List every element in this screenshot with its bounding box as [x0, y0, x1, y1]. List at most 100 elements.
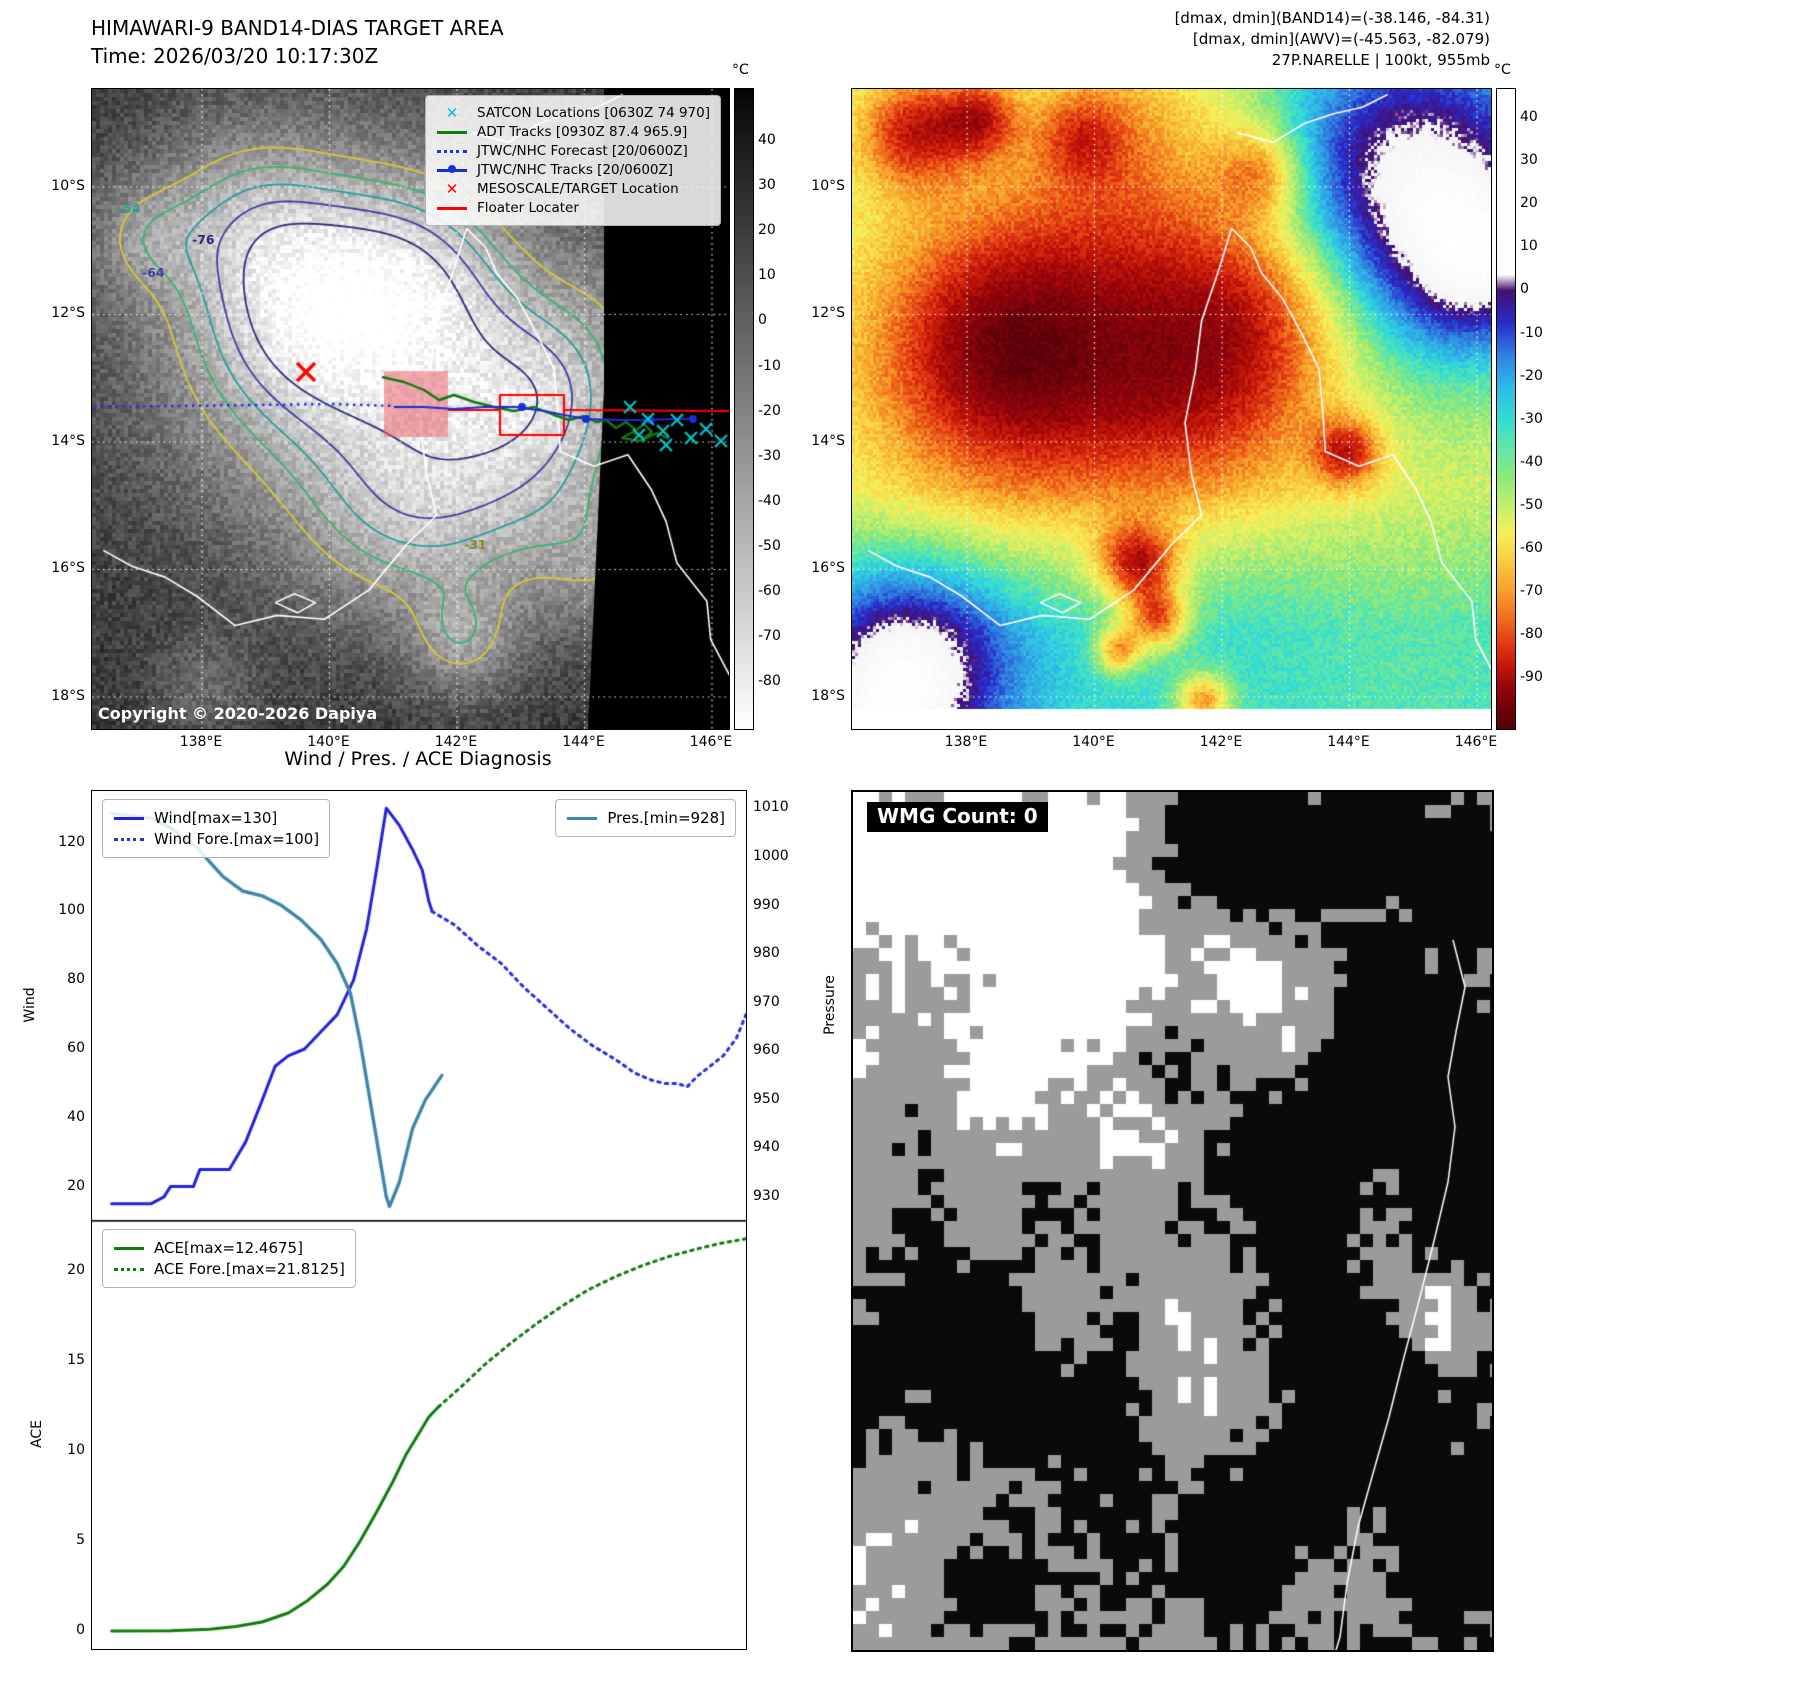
colorbar1-tick: -40 — [758, 492, 781, 509]
colorbar1-tick: 10 — [758, 267, 776, 284]
ace-tick: 0 — [76, 1622, 85, 1639]
map1-x-tick: 142°E — [434, 734, 478, 750]
colorbar1-tick: -10 — [758, 357, 781, 374]
ace-axis-label: ACE — [29, 1420, 45, 1448]
map2-y-tick: 10°S — [811, 177, 845, 194]
legend-item-label: Wind[max=130] — [154, 809, 278, 827]
map2-x-tick: 144°E — [1327, 734, 1370, 750]
wmg-count-badge: WMG Count: 0 — [867, 802, 1048, 832]
colorbar1-tick: -50 — [758, 537, 781, 554]
dotted-line-icon — [113, 837, 145, 841]
colorbar1-tick: 40 — [758, 132, 776, 148]
pressure-tick: 930 — [753, 1187, 780, 1204]
dmax-dmin-awv: [dmax, dmin](AWV)=(-45.563, -82.079) — [1192, 30, 1490, 48]
panel1-title: HIMAWARI-9 BAND14-DIAS TARGET AREA — [91, 16, 504, 40]
colorbar1-tick: 0 — [758, 312, 767, 329]
legend-item-label: Pres.[min=928] — [607, 809, 725, 827]
line-icon — [436, 206, 468, 210]
wind-tick: 20 — [67, 1177, 85, 1194]
colorbar2-tick: -50 — [1520, 496, 1543, 513]
colorbar2-tick: -20 — [1520, 367, 1543, 384]
colorbar1-tick: -20 — [758, 402, 781, 419]
awv-colorbar — [1496, 88, 1516, 730]
line-icon — [566, 816, 598, 820]
map1-y-tick: 18°S — [51, 687, 85, 704]
legend-item-label: JTWC/NHC Tracks [20/0600Z] — [477, 162, 674, 178]
line-icon — [113, 1246, 145, 1250]
awv-color-map — [851, 88, 1492, 730]
wind-tick: 80 — [67, 971, 85, 988]
map2-x-tick: 146°E — [1454, 734, 1498, 750]
legend-item-label: ACE[max=12.4675] — [154, 1239, 303, 1257]
legend-item-label: ADT Tracks [0930Z 87.4 965.9] — [477, 124, 688, 140]
line-icon — [113, 816, 145, 820]
legend-item: ACE[max=12.4675] — [113, 1239, 345, 1257]
wind-tick: 100 — [58, 902, 85, 919]
colorbar1-tick: 20 — [758, 222, 776, 239]
map2-y-tick: 18°S — [811, 687, 845, 704]
pressure-tick: 1000 — [753, 848, 789, 864]
legend-item: Pres.[min=928] — [566, 809, 725, 827]
x-marker-icon: ✕ — [445, 180, 459, 198]
colorbar1-tick: -30 — [758, 447, 781, 464]
colorbar2-tick: -80 — [1520, 626, 1543, 643]
awv-map-canvas — [852, 89, 1491, 729]
pressure-axis-label: Pressure — [822, 975, 838, 1035]
wind-tick: 40 — [67, 1108, 85, 1125]
pressure-tick: 980 — [753, 945, 780, 962]
ace-tick: 15 — [67, 1352, 85, 1369]
pressure-tick: 940 — [753, 1139, 780, 1156]
map1-y-tick: 12°S — [51, 305, 85, 322]
band14-satellite-map: Copyright © 2020-2026 Dapiya ✕ SATCON Loc… — [91, 88, 730, 730]
legend-box: ACE[max=12.4675] ACE Fore.[max=21.8125] — [102, 1229, 356, 1288]
map1-y-tick: 14°S — [51, 432, 85, 449]
legend-box: Wind[max=130] Wind Fore.[max=100] — [102, 799, 331, 858]
map1-x-tick: 146°E — [689, 734, 733, 750]
contour-label: -54 — [118, 201, 141, 216]
map1-y-tick: 16°S — [51, 560, 85, 577]
colorbar1-tick: -80 — [758, 673, 781, 690]
storm-name-intensity: 27P.NARELLE | 100kt, 955mb — [1271, 51, 1490, 69]
line-with-dot-icon — [436, 164, 468, 173]
colorbar2-tick: 40 — [1520, 109, 1538, 125]
pressure-tick: 1010 — [753, 799, 789, 816]
map2-x-tick: 140°E — [1072, 734, 1115, 750]
legend-item-label: JTWC/NHC Forecast [20/0600Z] — [477, 143, 688, 159]
wmg-map-canvas — [853, 792, 1492, 1650]
legend-item-label: MESOSCALE/TARGET Location — [477, 181, 679, 197]
line-icon — [436, 130, 468, 134]
colorbar2-tick: 0 — [1520, 281, 1529, 298]
colorbar2-tick: 20 — [1520, 195, 1538, 212]
legend-item: JTWC/NHC Forecast [20/0600Z] — [436, 143, 710, 159]
map2-x-tick: 138°E — [944, 734, 988, 750]
copyright-label: Copyright © 2020-2026 Dapiya — [98, 704, 378, 723]
charts-canvas — [92, 791, 746, 1649]
contour-label: -31 — [464, 537, 487, 552]
colorbar2-tick: -60 — [1520, 540, 1543, 556]
map2-y-tick: 16°S — [811, 560, 845, 577]
colorbar2-tick: -40 — [1520, 453, 1543, 470]
ace-tick: 5 — [76, 1532, 85, 1549]
panel1-time-label: Time: 2026/03/20 10:17:30Z — [91, 44, 379, 68]
contour-label: -76 — [192, 232, 215, 247]
legend-item: ACE Fore.[max=21.8125] — [113, 1260, 345, 1278]
pressure-tick: 960 — [753, 1042, 780, 1059]
legend-item-label: ACE Fore.[max=21.8125] — [154, 1260, 345, 1278]
map2-y-tick: 14°S — [811, 432, 845, 449]
panel2-annotations: [dmax, dmin](BAND14)=(-38.146, -84.31) [… — [990, 8, 1490, 71]
map2-y-tick: 12°S — [811, 305, 845, 322]
legend-box: ✕ SATCON Locations [0630Z 74 970] ADT Trac… — [425, 95, 721, 226]
dotted-line-icon — [436, 149, 468, 153]
dotted-line-icon — [113, 1267, 145, 1271]
wind-tick: 60 — [67, 1040, 85, 1056]
legend-item-label: SATCON Locations [0630Z 74 970] — [477, 105, 710, 121]
colorbar2-tick: 30 — [1520, 152, 1538, 169]
colorbar2-unit: °C — [1494, 62, 1511, 78]
chart-title: Wind / Pres. / ACE Diagnosis — [284, 748, 552, 770]
wind-pres-ace-charts: Wind[max=130] Wind Fore.[max=100] Pres.[mi… — [91, 790, 747, 1650]
pressure-tick: 970 — [753, 993, 780, 1010]
legend-item: ADT Tracks [0930Z 87.4 965.9] — [436, 124, 710, 140]
pressure-tick: 950 — [753, 1090, 780, 1107]
legend-item-label: Floater Locater — [477, 200, 579, 216]
